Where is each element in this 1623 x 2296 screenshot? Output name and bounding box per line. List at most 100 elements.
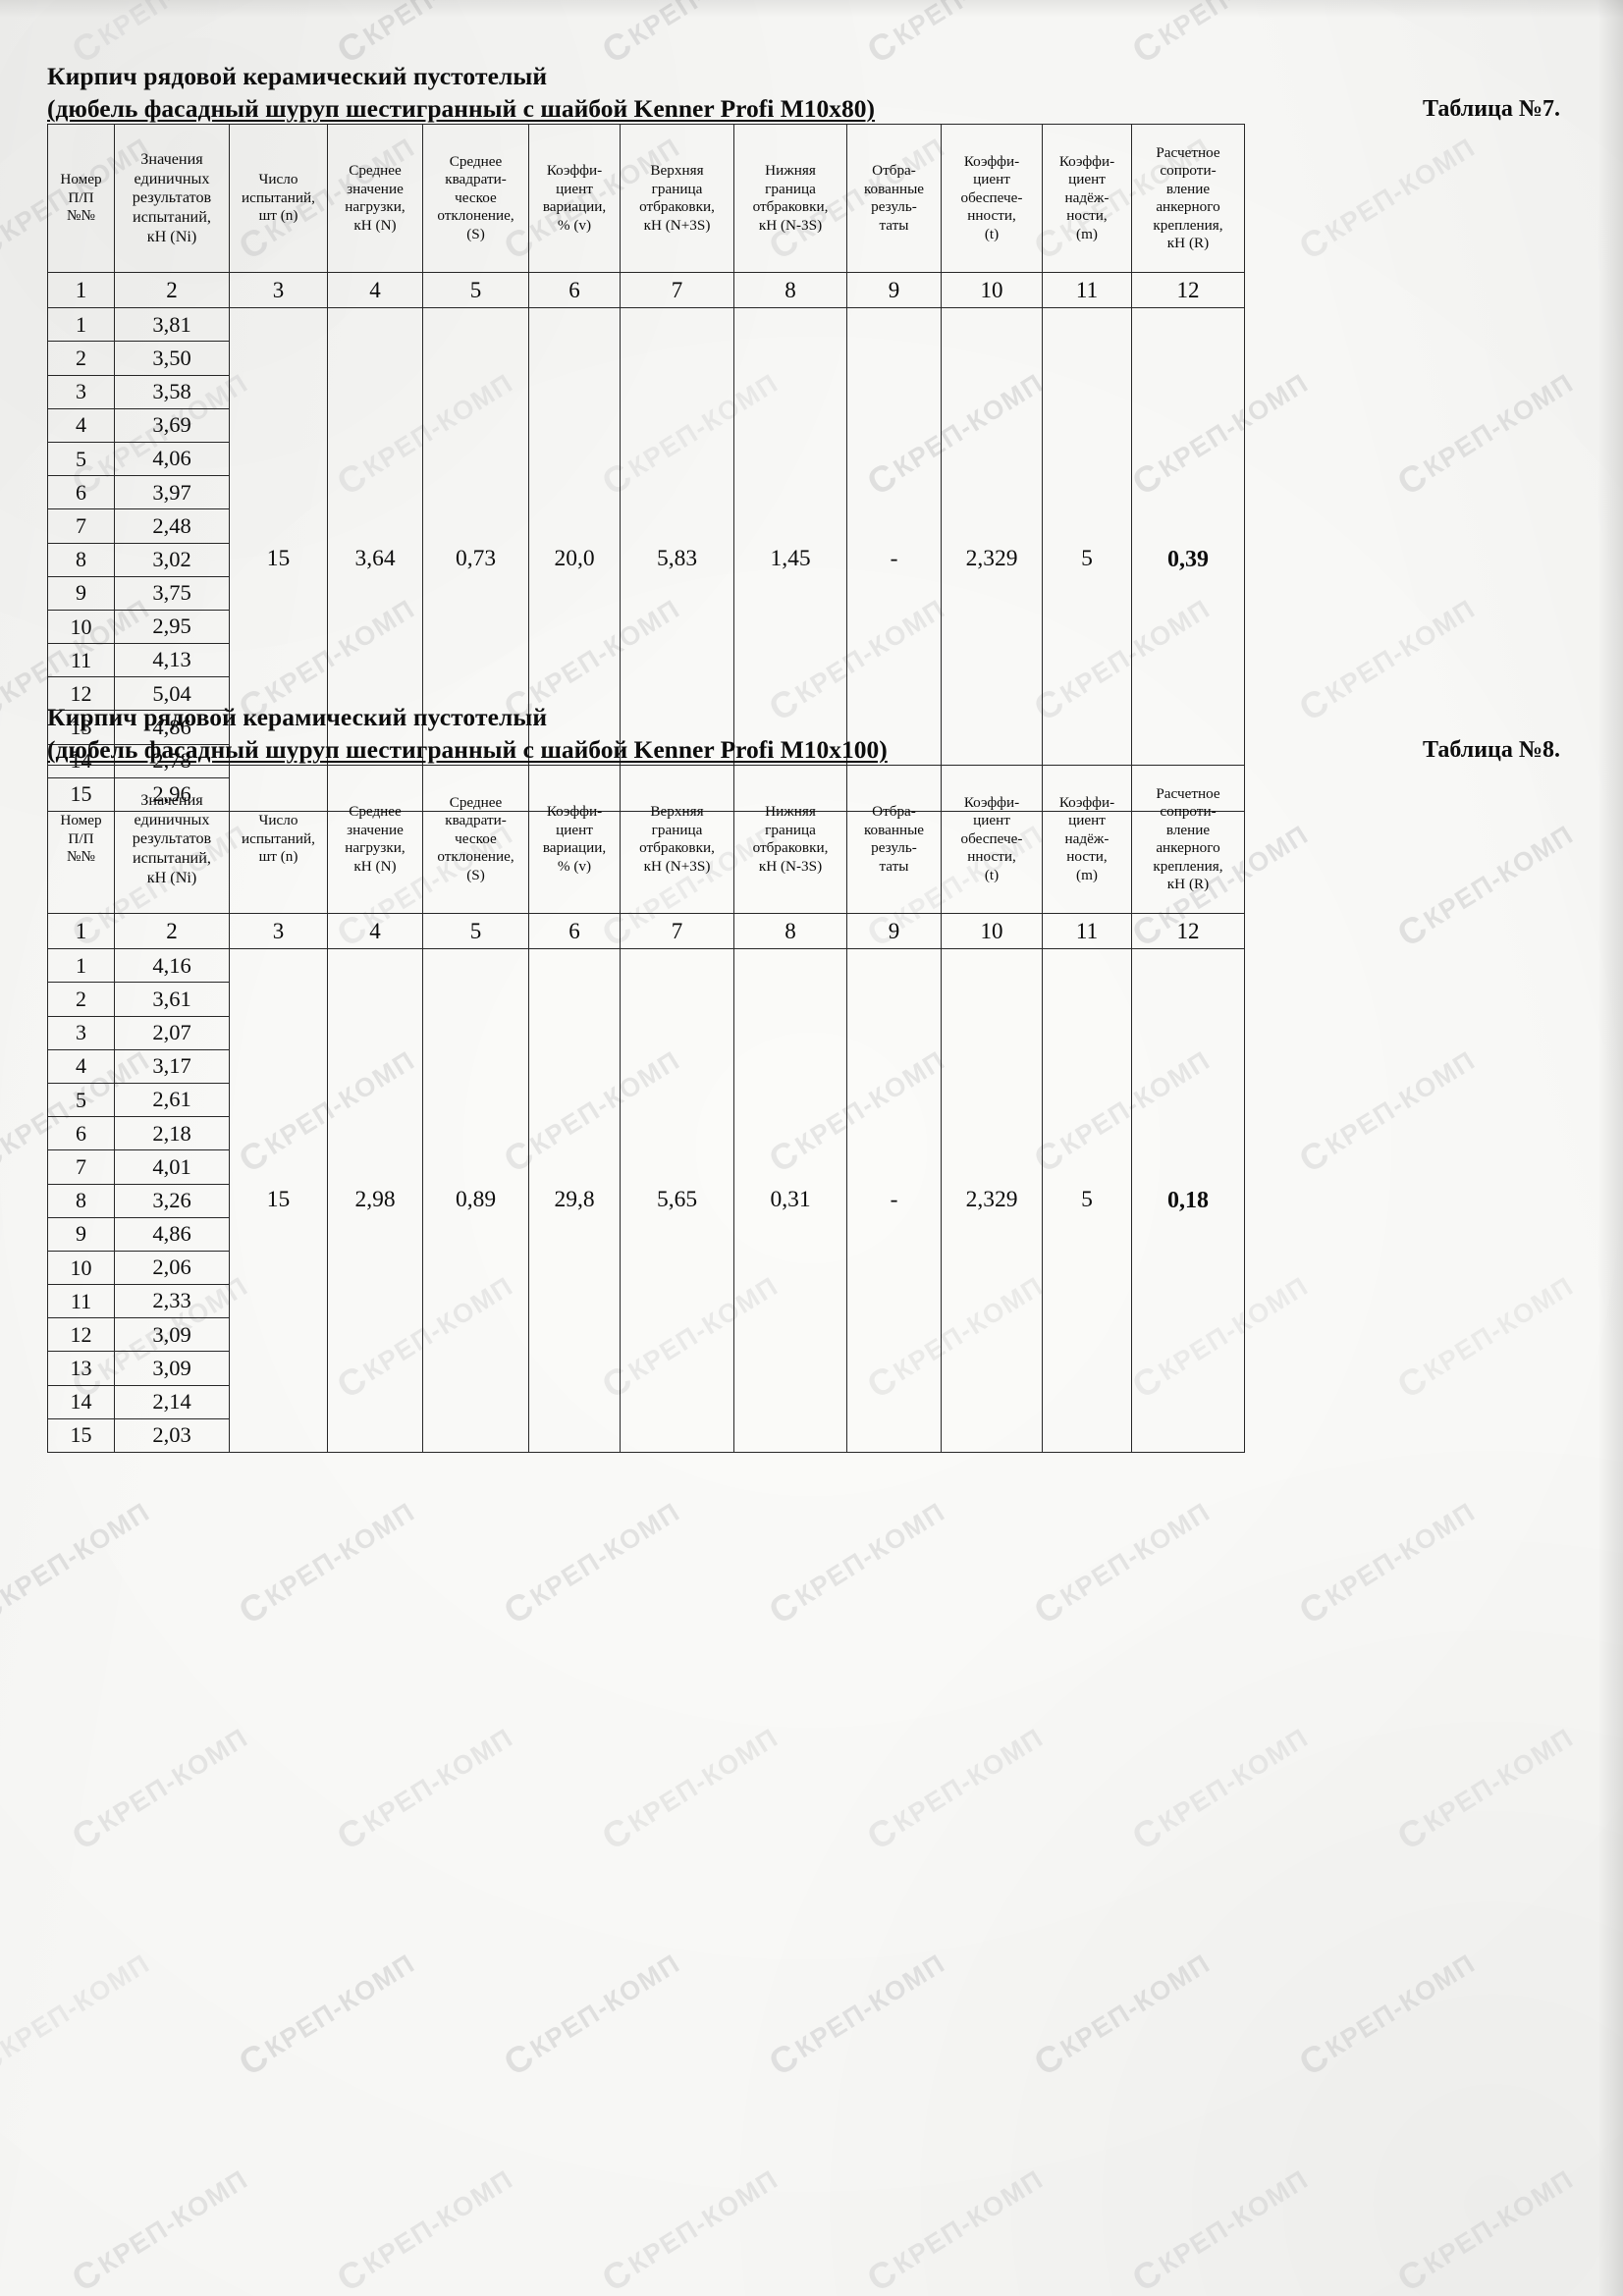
row-index: 4 [47, 407, 115, 443]
column-number-4: 4 [327, 913, 423, 950]
table-row: 3 3,58 [47, 374, 1245, 409]
column-header-9: Отбра-кованные резуль-таты [846, 124, 942, 274]
row-index: 7 [47, 1149, 115, 1185]
column-number-10: 10 [941, 272, 1043, 309]
lower-reject-bound: 0,31 [733, 948, 847, 1454]
row-index: 5 [47, 1082, 115, 1118]
row-index: 6 [47, 475, 115, 510]
rejected-results: - [846, 948, 942, 1454]
test-results-table-7: Номер П/П №№ Значения единичных результатов ис… [47, 124, 1245, 813]
column-header-1: Номер П/П №№ [47, 124, 115, 274]
column-number-11: 11 [1042, 913, 1132, 950]
row-index: 2 [47, 982, 115, 1017]
variation-coefficient: 29,8 [528, 948, 621, 1454]
table-row: 11 4,13 [47, 643, 1245, 678]
table-row: 5 4,06 [47, 441, 1245, 477]
upper-reject-bound: 5,65 [620, 948, 734, 1454]
column-number-2: 2 [114, 272, 230, 309]
table-row: 5 2,61 [47, 1082, 1245, 1118]
design-resistance: 0,39 [1131, 307, 1245, 813]
column-number-row: 1 2 3 4 5 6 7 8 9 10 11 12 [47, 272, 1245, 309]
single-test-value: 2,33 [114, 1284, 230, 1319]
column-header-8: Нижняя граница отбраковки, кН (N-3S) [733, 765, 847, 915]
table-block-8: Кирпич рядовой керамический пустотелый (… [0, 702, 1623, 1454]
table-8-title-main: Кирпич рядовой керамический пустотелый [47, 703, 548, 731]
column-number-6: 6 [528, 272, 621, 309]
row-index: 7 [47, 508, 115, 544]
single-test-value: 3,09 [114, 1351, 230, 1386]
column-number-4: 4 [327, 272, 423, 309]
column-header-7: Верхняя граница отбраковки, кН (N+3S) [620, 124, 734, 274]
column-header-8: Нижняя граница отбраковки, кН (N-3S) [733, 124, 847, 274]
std-deviation: 0,73 [422, 307, 529, 813]
column-number-8: 8 [733, 272, 847, 309]
column-number-row: 1 2 3 4 5 6 7 8 9 10 11 12 [47, 913, 1245, 950]
reliability-coefficient: 2,329 [941, 307, 1043, 813]
table-8-heading: Кирпич рядовой керамический пустотелый (… [0, 702, 1623, 765]
row-index: 10 [47, 1250, 115, 1286]
table-row: 4 3,17 [47, 1048, 1245, 1084]
single-test-value: 4,16 [114, 948, 230, 984]
lower-reject-bound: 1,45 [733, 307, 847, 813]
table-8-caption: Таблица №8. [1422, 737, 1560, 764]
table-row: 7 2,48 [47, 508, 1245, 544]
column-number-1: 1 [47, 913, 115, 950]
column-header-5: Среднее квадрати-ческое отклонение, (S) [422, 124, 529, 274]
single-test-value: 2,18 [114, 1116, 230, 1151]
table-block-7: Кирпич рядовой керамический пустотелый (… [0, 61, 1623, 813]
column-number-6: 6 [528, 913, 621, 950]
column-header-11: Коэффи-циент надёж-ности, (m) [1042, 124, 1132, 274]
column-header-5: Среднее квадрати-ческое отклонение, (S) [422, 765, 529, 915]
single-test-value: 3,97 [114, 475, 230, 510]
single-test-value: 3,75 [114, 575, 230, 611]
table-row: 12 3,09 [47, 1317, 1245, 1353]
row-index: 9 [47, 575, 115, 611]
column-number-2: 2 [114, 913, 230, 950]
table-row: 1 4,16 15 2,98 0,89 29,8 5,65 0,31-2,329 5 0,18 [47, 948, 1245, 1454]
table-row: 13 4,86 [47, 710, 1245, 745]
table-8-title-sub: (дюбель фасадный шуруп шестигранный с ша… [47, 735, 888, 765]
single-test-value: 2,03 [114, 1417, 230, 1454]
table-row: 10 2,95 [47, 609, 1245, 645]
single-test-value: 3,09 [114, 1317, 230, 1353]
table-7-caption: Таблица №7. [1422, 96, 1560, 123]
test-results-table-8: Номер П/П №№ Значения единичных результатов ис… [47, 765, 1245, 1454]
table-row: 14 2,14 [47, 1384, 1245, 1419]
single-test-value: 4,86 [114, 1216, 230, 1252]
row-index: 1 [47, 948, 115, 984]
table-row: 10 2,06 [47, 1250, 1245, 1286]
row-index: 13 [47, 710, 115, 745]
column-header-10: Коэффи-циент обеспече-нности, (t) [941, 765, 1043, 915]
column-header-2: Значения единичных результатов испытаний, кН… [114, 124, 230, 274]
table-row: 8 3,26 [47, 1183, 1245, 1218]
single-test-value: 3,50 [114, 341, 230, 376]
single-test-value: 3,17 [114, 1048, 230, 1084]
row-index: 4 [47, 1048, 115, 1084]
column-number-3: 3 [229, 913, 328, 950]
table-row: 2 3,50 [47, 341, 1245, 376]
single-test-value: 4,13 [114, 643, 230, 678]
column-number-5: 5 [422, 913, 529, 950]
table-row: 13 3,09 [47, 1351, 1245, 1386]
column-number-10: 10 [941, 913, 1043, 950]
single-test-value: 2,07 [114, 1015, 230, 1050]
row-index: 1 [47, 307, 115, 343]
column-header-7: Верхняя граница отбраковки, кН (N+3S) [620, 765, 734, 915]
safety-coefficient: 5 [1042, 948, 1132, 1454]
column-header-11: Коэффи-циент надёж-ности, (m) [1042, 765, 1132, 915]
design-resistance: 0,18 [1131, 948, 1245, 1454]
table-row: 11 2,33 [47, 1284, 1245, 1319]
column-header-3: Число испытаний, шт (n) [229, 124, 328, 274]
column-number-11: 11 [1042, 272, 1132, 309]
single-test-value: 2,48 [114, 508, 230, 544]
std-deviation: 0,89 [422, 948, 529, 1454]
column-number-9: 9 [846, 272, 942, 309]
upper-reject-bound: 5,83 [620, 307, 734, 813]
column-header-2: Значения единичных результатов испытаний, кН… [114, 765, 230, 915]
single-test-value: 2,14 [114, 1384, 230, 1419]
single-test-value: 2,06 [114, 1250, 230, 1286]
tests-count: 15 [229, 307, 328, 813]
table-row: 1 3,81 15 3,64 0,73 20,0 5,83 1,45-2,329 5 0,39 [47, 307, 1245, 813]
single-test-value: 2,61 [114, 1082, 230, 1118]
row-index: 12 [47, 1317, 115, 1353]
